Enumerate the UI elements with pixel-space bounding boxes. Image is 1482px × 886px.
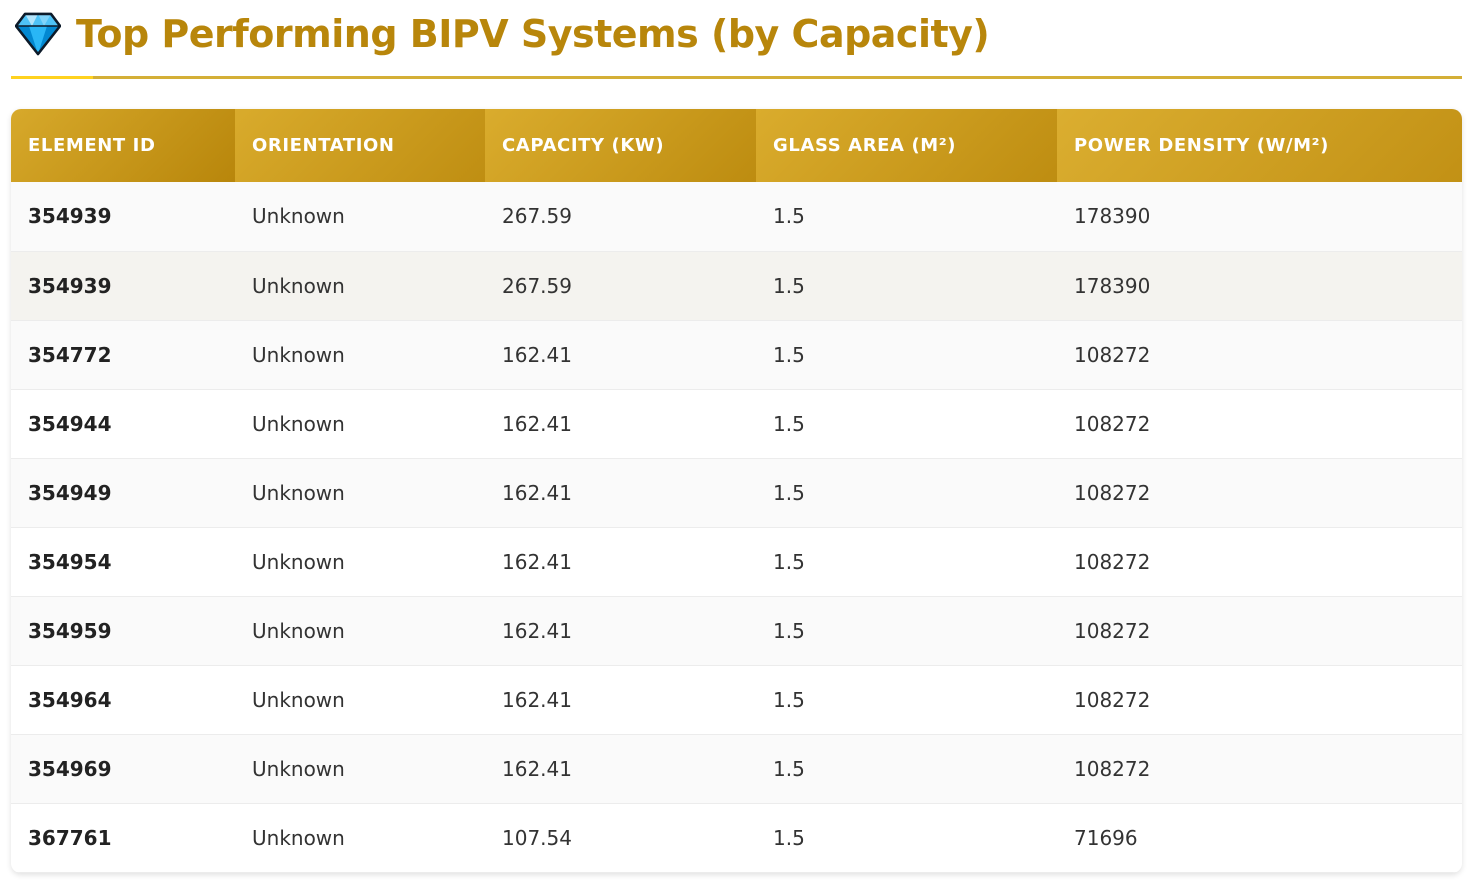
bipv-table-card: ELEMENT ID ORIENTATION CAPACITY (KW) GLA…: [11, 109, 1462, 873]
cell-glass-area: 1.5: [773, 757, 805, 782]
cell-capacity: 162.41: [502, 342, 572, 367]
cell-capacity: 107.54: [502, 826, 572, 851]
cell-capacity: 267.59: [502, 273, 572, 298]
cell-element-id: 354944: [28, 411, 112, 436]
cell-glass-area: 1.5: [773, 619, 805, 644]
cell-power-density: 108272: [1074, 411, 1151, 436]
cell-element-id: 367761: [28, 826, 112, 851]
cell-capacity: 162.41: [502, 411, 572, 436]
cell-power-density: 108272: [1074, 757, 1151, 782]
table-row: 354772 Unknown 162.41 1.5 108272: [11, 320, 1462, 390]
page-title: Top Performing BIPV Systems (by Capacity…: [76, 12, 990, 56]
cell-glass-area: 1.5: [773, 826, 805, 851]
table-row: 354939 Unknown 267.59 1.5 178390: [11, 182, 1462, 252]
column-header-glass-area[interactable]: GLASS AREA (M²): [756, 109, 1057, 182]
table-row: 354959 Unknown 162.41 1.5 108272: [11, 596, 1462, 666]
table-row: 367761 Unknown 107.54 1.5 71696: [11, 803, 1462, 873]
cell-orientation: Unknown: [252, 342, 345, 367]
cell-power-density: 108272: [1074, 342, 1151, 367]
table-row: 354969 Unknown 162.41 1.5 108272: [11, 734, 1462, 804]
cell-orientation: Unknown: [252, 480, 345, 505]
title-divider-accent: [11, 76, 93, 79]
cell-capacity: 162.41: [502, 619, 572, 644]
cell-glass-area: 1.5: [773, 342, 805, 367]
title-row: Top Performing BIPV Systems (by Capacity…: [14, 8, 990, 60]
cell-glass-area: 1.5: [773, 204, 805, 229]
cell-element-id: 354969: [28, 757, 112, 782]
cell-orientation: Unknown: [252, 757, 345, 782]
cell-capacity: 162.41: [502, 688, 572, 713]
column-header-element-id[interactable]: ELEMENT ID: [11, 109, 235, 182]
table-row: 354954 Unknown 162.41 1.5 108272: [11, 527, 1462, 597]
cell-capacity: 162.41: [502, 480, 572, 505]
cell-orientation: Unknown: [252, 204, 345, 229]
table-row: 354939 Unknown 267.59 1.5 178390: [11, 251, 1462, 321]
column-header-orientation[interactable]: ORIENTATION: [235, 109, 485, 182]
cell-capacity: 162.41: [502, 550, 572, 575]
cell-glass-area: 1.5: [773, 273, 805, 298]
cell-orientation: Unknown: [252, 411, 345, 436]
cell-element-id: 354949: [28, 480, 112, 505]
cell-power-density: 178390: [1074, 204, 1151, 229]
bipv-systems-table: ELEMENT ID ORIENTATION CAPACITY (KW) GLA…: [11, 109, 1462, 873]
cell-orientation: Unknown: [252, 550, 345, 575]
cell-element-id: 354939: [28, 273, 112, 298]
gem-icon: [14, 10, 62, 58]
cell-power-density: 71696: [1074, 826, 1138, 851]
cell-orientation: Unknown: [252, 688, 345, 713]
cell-orientation: Unknown: [252, 273, 345, 298]
cell-element-id: 354959: [28, 619, 112, 644]
cell-element-id: 354964: [28, 688, 112, 713]
cell-capacity: 162.41: [502, 757, 572, 782]
table-body: 354939 Unknown 267.59 1.5 178390 354939 …: [11, 182, 1462, 873]
table-row: 354964 Unknown 162.41 1.5 108272: [11, 665, 1462, 735]
table-row: 354949 Unknown 162.41 1.5 108272: [11, 458, 1462, 528]
cell-power-density: 108272: [1074, 688, 1151, 713]
cell-power-density: 108272: [1074, 480, 1151, 505]
table-row: 354944 Unknown 162.41 1.5 108272: [11, 389, 1462, 459]
cell-power-density: 108272: [1074, 550, 1151, 575]
column-header-power-density[interactable]: POWER DENSITY (W/M²): [1057, 109, 1462, 182]
cell-capacity: 267.59: [502, 204, 572, 229]
cell-glass-area: 1.5: [773, 480, 805, 505]
cell-orientation: Unknown: [252, 826, 345, 851]
table-header: ELEMENT ID ORIENTATION CAPACITY (KW) GLA…: [11, 109, 1462, 182]
column-header-capacity[interactable]: CAPACITY (KW): [485, 109, 756, 182]
cell-element-id: 354772: [28, 342, 112, 367]
cell-element-id: 354939: [28, 204, 112, 229]
cell-glass-area: 1.5: [773, 688, 805, 713]
cell-power-density: 108272: [1074, 619, 1151, 644]
cell-glass-area: 1.5: [773, 550, 805, 575]
cell-orientation: Unknown: [252, 619, 345, 644]
cell-power-density: 178390: [1074, 273, 1151, 298]
cell-glass-area: 1.5: [773, 411, 805, 436]
title-divider: [11, 76, 1462, 79]
header-row: ELEMENT ID ORIENTATION CAPACITY (KW) GLA…: [11, 109, 1462, 182]
cell-element-id: 354954: [28, 550, 112, 575]
